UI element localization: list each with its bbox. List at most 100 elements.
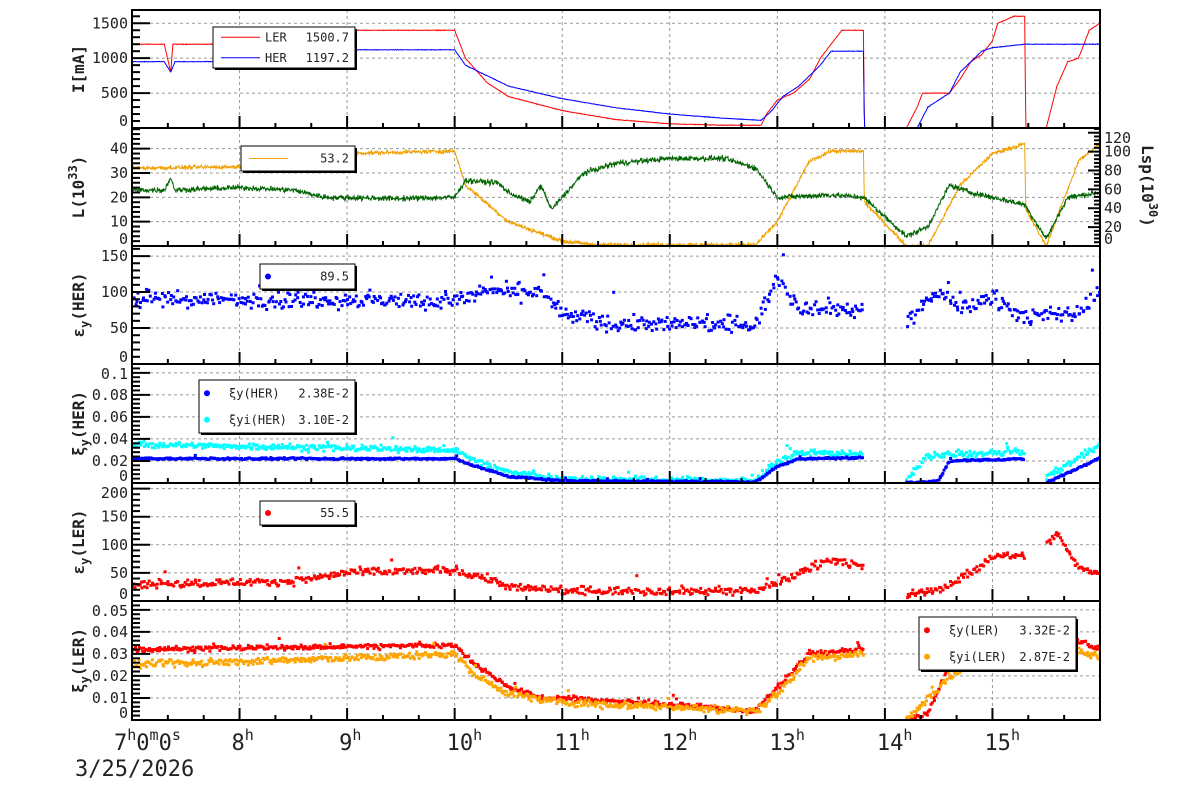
data-point-emittance_y_LER xyxy=(580,591,584,595)
x-tick-label: 7h0m0s xyxy=(114,726,181,756)
data-point-xi_yi_LER xyxy=(1079,650,1082,654)
data-point-emittance_y_LER xyxy=(917,591,921,595)
data-point-xi_yi_LER xyxy=(527,697,531,701)
data-point-emittance_y_HER xyxy=(961,306,965,310)
x-tick-unit: h xyxy=(581,726,590,744)
data-point-emittance_y_LER xyxy=(1049,542,1053,546)
data-point-xi_yi_HER xyxy=(1012,449,1016,453)
panel-2: 010203040020406080100120Lsp(1030)L(1033)… xyxy=(66,127,1160,248)
data-point-xi_yi_LER xyxy=(1091,653,1095,657)
data-point-emittance_y_HER xyxy=(575,319,579,323)
data-point-emittance_y_LER xyxy=(816,566,820,570)
data-point-xi_yi_HER xyxy=(175,443,179,447)
data-point-xi_yi_HER xyxy=(197,442,201,446)
data-point-emittance_y_LER xyxy=(385,572,389,576)
data-point-emittance_y_LER xyxy=(920,590,924,594)
data-point-emittance_y_LER xyxy=(1055,531,1059,535)
data-point-xi_y_HER xyxy=(722,480,726,483)
data-point-xi_yi_HER xyxy=(446,448,450,452)
data-point-emittance_y_HER xyxy=(453,294,456,298)
data-point-xi_yi_HER xyxy=(417,447,421,451)
data-point-xi_y_HER xyxy=(193,456,197,460)
data-point-xi_yi_HER xyxy=(527,471,531,475)
data-point-xi_y_LER xyxy=(494,677,497,681)
data-point-xi_yi_LER xyxy=(565,701,569,705)
data-point-emittance_y_HER xyxy=(387,299,391,303)
data-point-emittance_y_LER xyxy=(929,587,933,591)
data-point-emittance_y_HER xyxy=(849,313,853,317)
data-point-emittance_y_LER xyxy=(366,567,370,571)
data-point-xi_y_LER xyxy=(821,653,825,656)
data-point-emittance_y_LER xyxy=(416,570,419,574)
data-point-emittance_y_HER xyxy=(727,328,731,331)
legend-value: 3.10E-2 xyxy=(298,413,349,427)
data-point-xi_yi_HER xyxy=(233,444,237,447)
data-point-xi_yi_HER xyxy=(287,444,291,448)
data-point-xi_yi_LER xyxy=(511,692,515,696)
data-point-xi_yi_LER xyxy=(705,706,709,710)
data-point-xi_y_HER xyxy=(1096,457,1100,460)
data-point-emittance_y_HER xyxy=(707,329,711,333)
data-point-emittance_y_LER xyxy=(466,575,470,579)
data-point-xi_yi_LER xyxy=(798,668,802,671)
data-point-xi_y_LER xyxy=(413,642,417,646)
data-point-xi_yi_HER xyxy=(429,446,433,450)
data-point-emittance_y_LER xyxy=(949,580,952,583)
data-point-xi_y_LER xyxy=(930,701,934,705)
data-point-emittance_y_HER xyxy=(776,277,780,281)
data-point-xi_yi_HER xyxy=(791,453,795,457)
data-point-xi_yi_LER xyxy=(547,697,551,701)
data-point-xi_yi_LER xyxy=(142,663,146,667)
data-point-xi_yi_LER xyxy=(856,654,860,658)
data-point-emittance_y_HER xyxy=(955,305,959,309)
data-point-xi_y_HER xyxy=(312,457,316,460)
data-point-xi_yi_LER xyxy=(389,652,393,656)
data-point-xi_yi_LER xyxy=(948,676,952,680)
data-point-xi_yi_HER xyxy=(310,444,314,447)
data-point-xi_y_HER xyxy=(265,457,268,461)
data-point-xi_y_LER xyxy=(300,645,304,649)
data-point-emittance_y_HER xyxy=(243,302,247,306)
data-point-emittance_y_HER xyxy=(519,301,523,305)
data-point-xi_yi_LER xyxy=(441,652,445,656)
data-point-emittance_y_HER xyxy=(513,286,517,290)
data-point-emittance_y_LER xyxy=(281,579,285,583)
data-point-xi_y_HER xyxy=(796,457,800,461)
data-point-emittance_y_HER xyxy=(360,300,364,304)
data-point-xi_y_HER xyxy=(470,464,474,467)
data-point-emittance_y_HER xyxy=(591,312,595,316)
data-point-xi_yi_HER xyxy=(643,476,646,480)
data-point-emittance_y_LER xyxy=(332,575,336,578)
data-point-xi_y_LER xyxy=(783,678,787,682)
data-point-emittance_y_LER xyxy=(202,582,206,586)
data-point-xi_y_HER xyxy=(629,480,633,483)
data-point-emittance_y_HER xyxy=(760,312,764,316)
data-point-xi_y_LER xyxy=(202,648,205,652)
data-point-xi_y_LER xyxy=(338,646,342,650)
data-point-xi_yi_LER xyxy=(655,704,659,708)
data-point-emittance_y_HER xyxy=(587,310,591,314)
data-point-xi_yi_HER xyxy=(381,446,385,450)
data-point-xi_y_HER xyxy=(784,462,787,466)
data-point-xi_yi_LER xyxy=(693,707,697,711)
data-point-xi_yi_HER xyxy=(681,475,684,479)
data-point-xi_yi_LER xyxy=(301,657,305,661)
data-point-xi_y_HER xyxy=(952,459,956,463)
data-point-xi_yi_HER xyxy=(749,478,753,482)
data-point-xi_yi_HER xyxy=(350,444,354,448)
y2-tick-label: 80 xyxy=(1104,161,1122,179)
data-point-emittance_y_LER xyxy=(140,586,144,590)
data-point-xi_yi_HER xyxy=(346,445,350,449)
legend-label: HER xyxy=(265,51,287,65)
data-point-xi_yi_HER xyxy=(1052,469,1056,473)
data-point-xi_y_HER xyxy=(940,473,944,477)
data-point-emittance_y_LER xyxy=(258,580,262,584)
data-point-emittance_y_LER xyxy=(784,578,788,582)
data-point-emittance_y_HER xyxy=(566,312,569,316)
data-point-xi_yi_HER xyxy=(969,452,973,456)
data-point-xi_yi_LER xyxy=(599,701,603,705)
data-point-xi_yi_LER xyxy=(786,679,790,683)
data-point-xi_yi_LER xyxy=(630,706,634,710)
data-point-xi_y_LER xyxy=(146,648,150,652)
